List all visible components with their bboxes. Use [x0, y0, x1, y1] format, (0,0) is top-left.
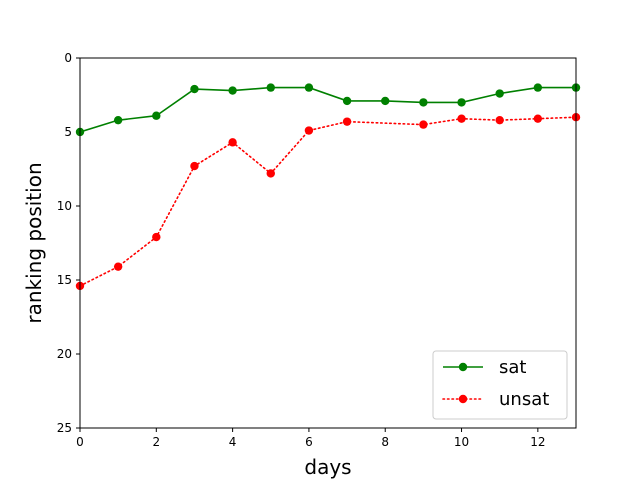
data-point-sat — [495, 89, 504, 98]
data-point-sat — [266, 83, 275, 92]
y-axis: 0 5 10 15 20 25 — [57, 51, 80, 435]
data-point-unsat — [304, 126, 314, 135]
x-tick-label: 10 — [454, 435, 469, 449]
data-point-unsat — [113, 262, 123, 271]
data-point-unsat — [533, 114, 543, 123]
data-point-sat — [381, 96, 390, 106]
x-tick-label: 4 — [229, 435, 237, 449]
data-point-unsat — [190, 161, 199, 171]
y-tick-label: 20 — [57, 347, 72, 361]
data-point-unsat — [228, 138, 237, 147]
legend-marker-unsat — [458, 394, 468, 404]
data-point-unsat — [495, 115, 504, 125]
legend: sat unsat — [432, 350, 568, 420]
legend-label-unsat: unsat — [499, 389, 549, 410]
x-tick-label: 8 — [381, 435, 389, 449]
data-point-sat — [113, 115, 123, 125]
x-tick-label: 2 — [152, 435, 160, 449]
legend-marker-sat — [458, 362, 468, 372]
x-tick-label: 6 — [305, 435, 313, 449]
series-sat — [75, 83, 581, 137]
series-unsat — [75, 113, 581, 291]
data-point-sat — [190, 84, 199, 94]
y-axis-title: ranking position — [22, 162, 46, 323]
series-layer — [75, 83, 581, 291]
data-point-sat — [304, 83, 314, 92]
data-point-unsat — [419, 120, 428, 129]
y-tick-label: 5 — [64, 125, 72, 139]
legend-label-sat: sat — [499, 357, 526, 378]
data-point-unsat — [342, 117, 352, 126]
data-point-sat — [152, 111, 161, 120]
plot-frame — [79, 57, 577, 429]
series-line-sat — [79, 86, 576, 133]
data-point-unsat — [457, 114, 466, 123]
x-axis-title: days — [304, 455, 351, 479]
data-point-sat — [342, 96, 352, 106]
data-point-unsat — [152, 232, 161, 242]
y-tick-label: 15 — [57, 273, 72, 287]
data-point-sat — [419, 98, 428, 107]
data-point-unsat — [266, 169, 275, 178]
x-tick-label: 0 — [76, 435, 84, 449]
data-point-sat — [533, 83, 543, 92]
x-tick-label: 12 — [530, 435, 545, 449]
y-tick-label: 10 — [57, 199, 72, 213]
y-tick-label: 25 — [57, 421, 72, 435]
x-axis: 0 2 4 6 8 10 12 — [76, 428, 545, 449]
data-point-sat — [457, 98, 466, 107]
y-tick-label: 0 — [64, 51, 72, 65]
data-point-sat — [228, 86, 237, 95]
